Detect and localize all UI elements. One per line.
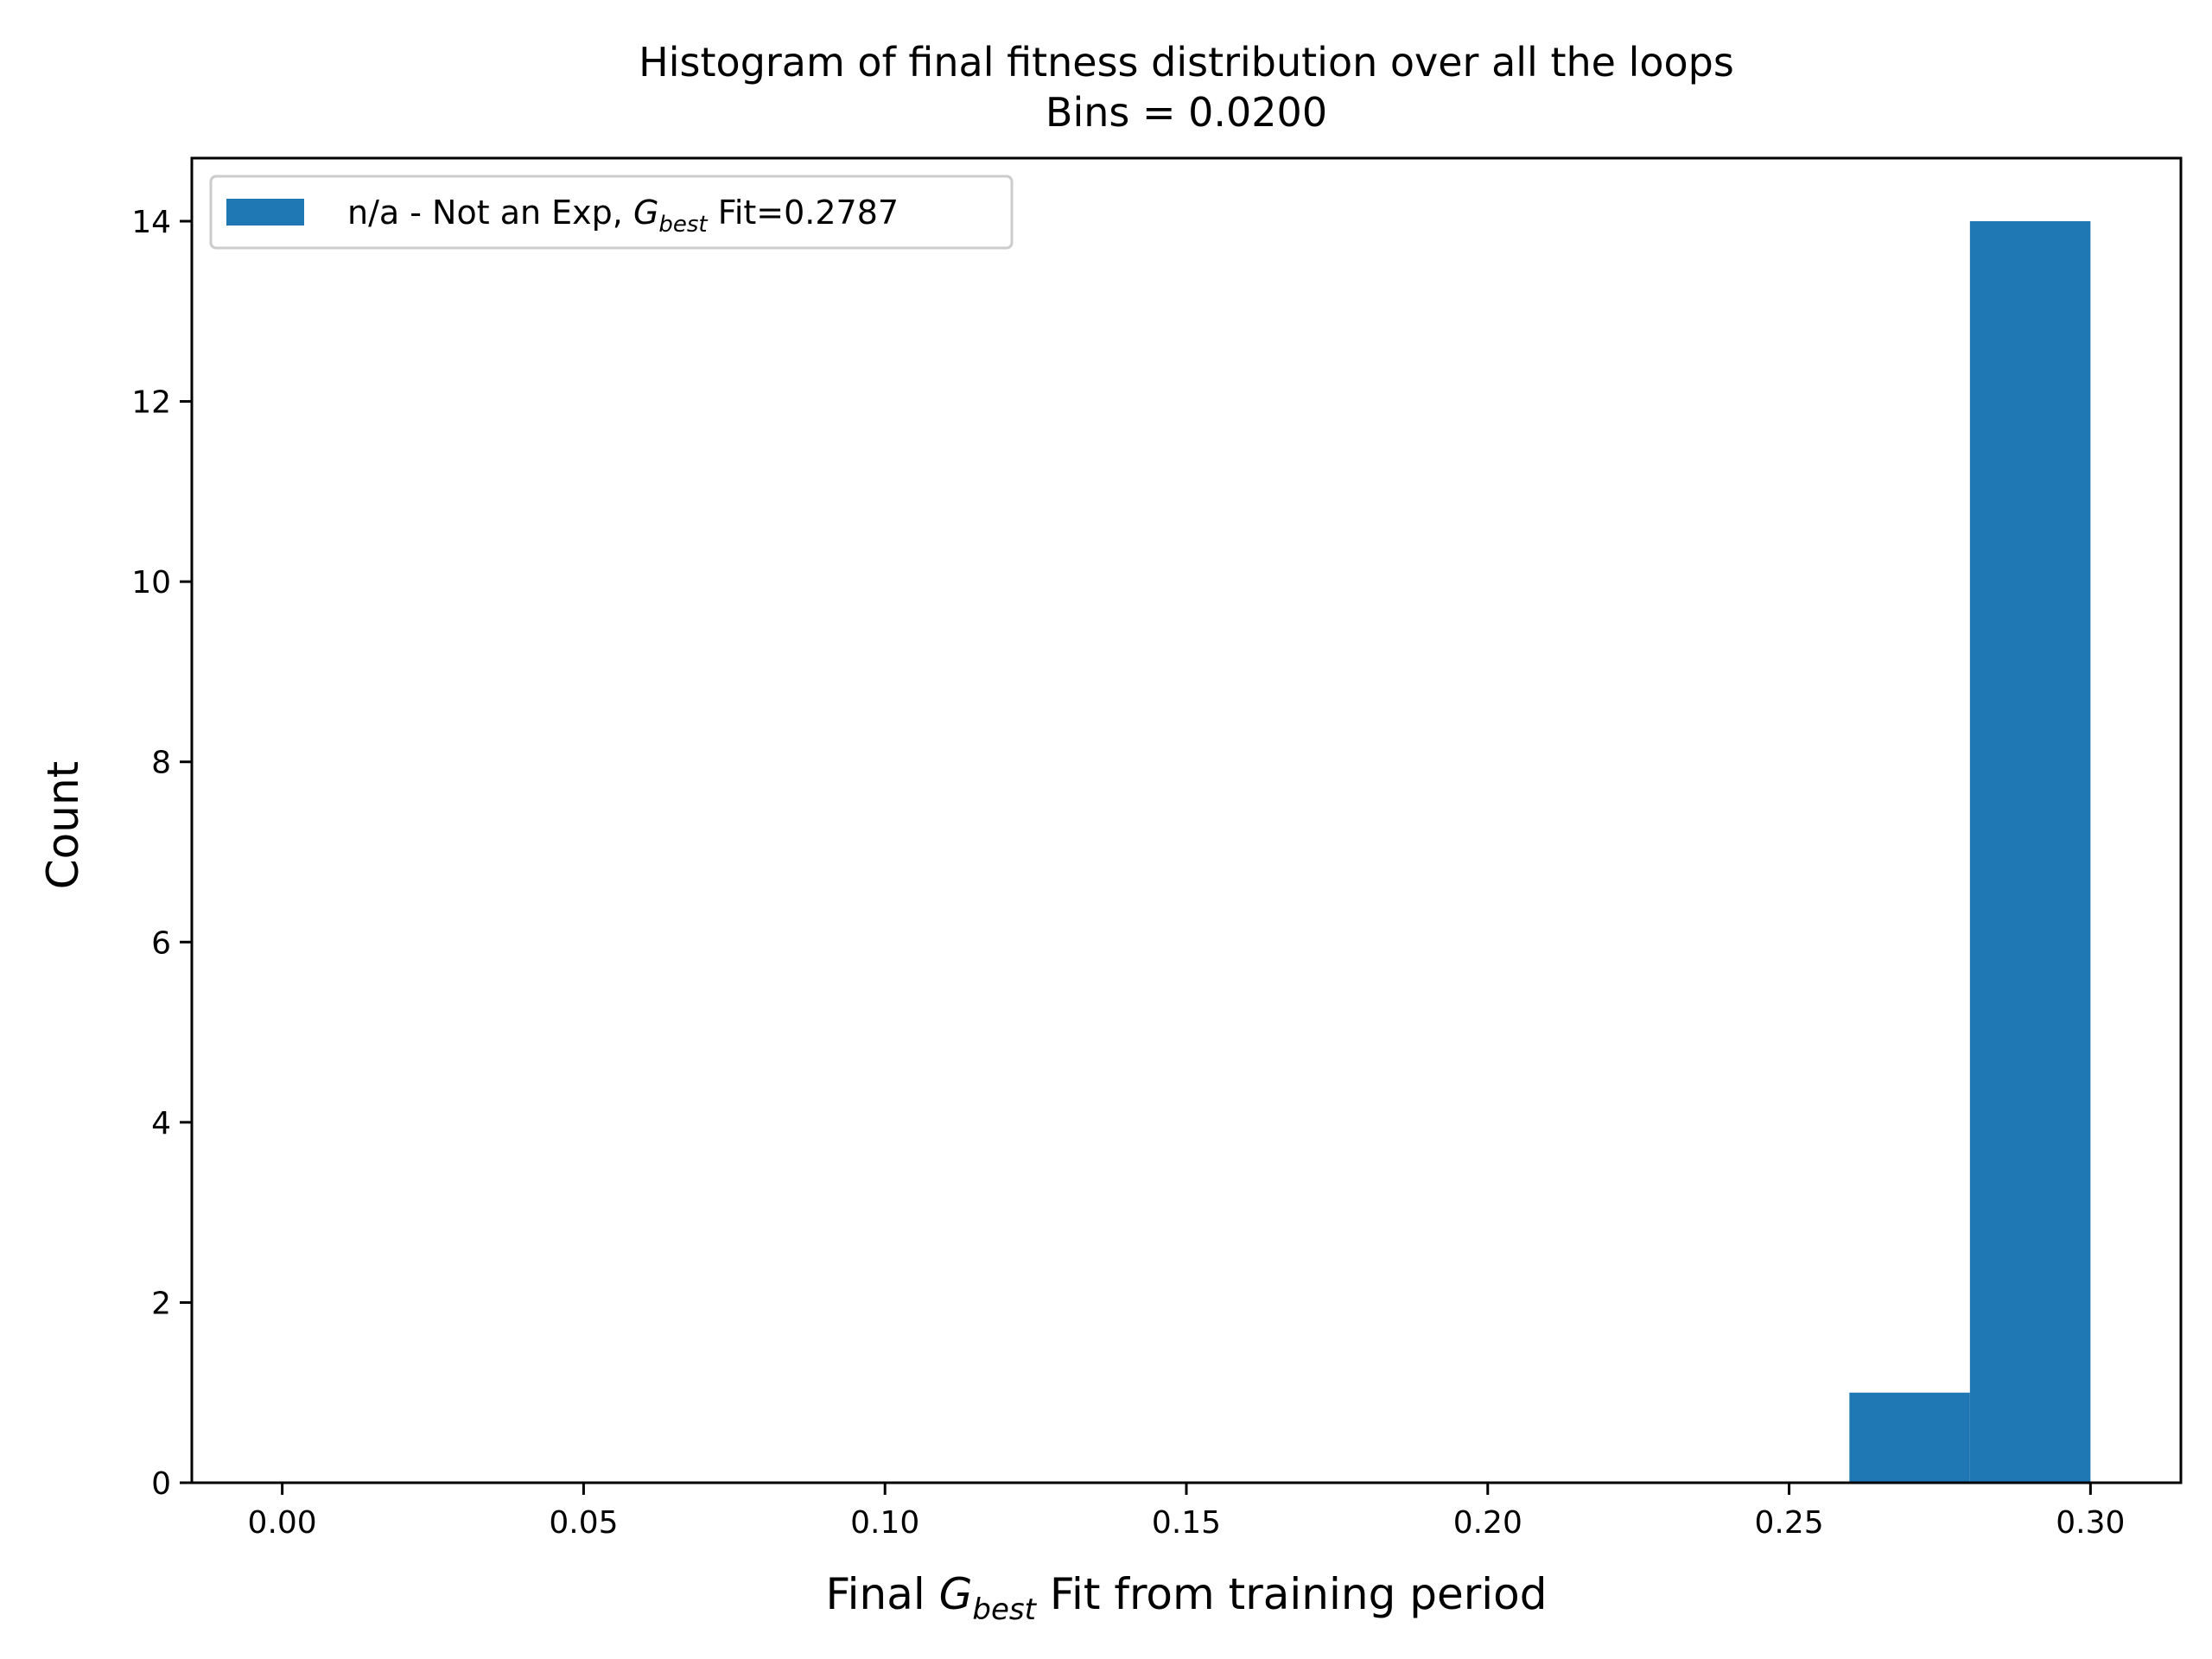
y-tick-label: 2	[151, 1286, 171, 1321]
y-tick-label: 4	[151, 1106, 171, 1141]
legend-swatch	[226, 199, 304, 226]
x-tick-label: 0.20	[1453, 1505, 1522, 1541]
x-tick-label: 0.10	[850, 1505, 919, 1541]
x-ticks-group: 0.00 0.05 0.10 0.15 0.20 0.25 0.30	[248, 1483, 2125, 1541]
y-ticks-group: 0 2 4 6 8 10 12 14	[131, 205, 192, 1502]
y-tick-label: 6	[151, 925, 171, 961]
legend-frame	[209, 175, 1014, 250]
x-tick-label: 0.15	[1152, 1505, 1221, 1541]
y-tick-label: 12	[131, 385, 171, 421]
chart-title: Histogram of final fitness distribution …	[639, 39, 1734, 86]
chart-subtitle: Bins = 0.0200	[1046, 89, 1327, 136]
y-axis-label: Count	[38, 761, 88, 890]
x-axis-label: Final Gbest Fit from training period	[826, 1569, 1548, 1627]
x-tick-label: 0.25	[1754, 1505, 1823, 1541]
bars-group	[1849, 221, 2091, 1483]
legend-label: n/a - Not an Exp, Gbest Fit=0.2787	[347, 194, 899, 238]
y-tick-label: 0	[151, 1466, 171, 1502]
x-tick-label: 0.30	[2056, 1505, 2125, 1541]
histogram-bar-1	[1849, 1392, 1970, 1483]
y-tick-label: 8	[151, 746, 171, 781]
legend: n/a - Not an Exp, Gbest Fit=0.2787	[209, 175, 1014, 250]
y-tick-label: 10	[131, 565, 171, 601]
x-tick-label: 0.00	[248, 1505, 317, 1541]
y-tick-label: 14	[131, 205, 171, 240]
histogram-bar-2	[1969, 221, 2091, 1483]
x-tick-label: 0.05	[549, 1505, 618, 1541]
